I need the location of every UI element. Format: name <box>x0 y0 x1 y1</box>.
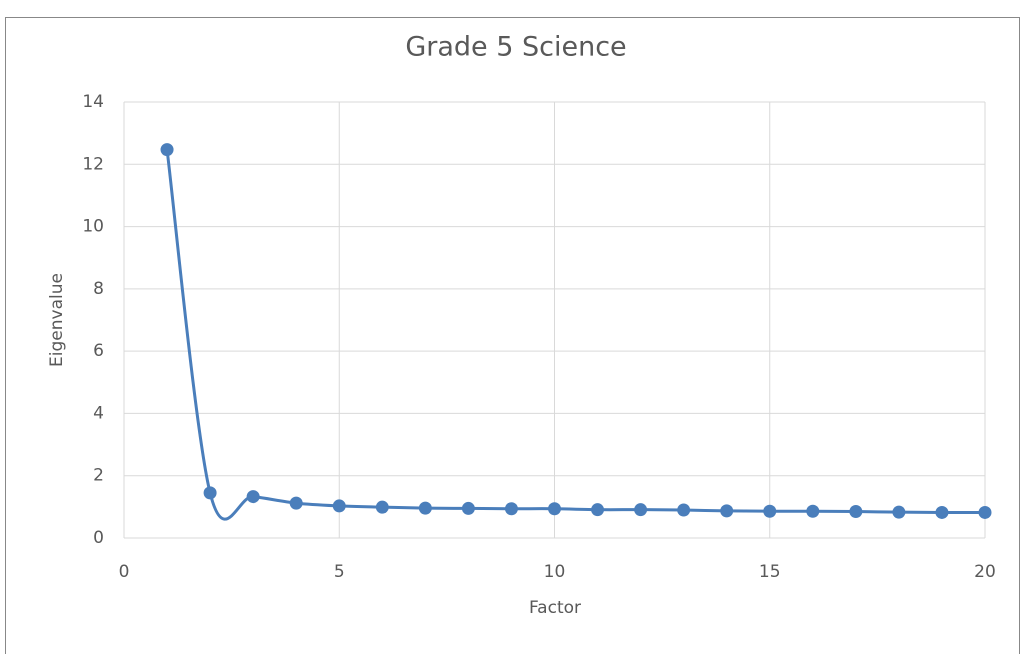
data-point <box>677 503 691 517</box>
data-point <box>591 503 605 517</box>
y-axis-label: Eigenvalue <box>47 273 67 367</box>
data-point <box>461 501 475 515</box>
data-point <box>160 143 174 157</box>
x-tick-label: 10 <box>544 562 566 582</box>
data-point <box>246 490 260 504</box>
data-point <box>978 505 992 519</box>
data-point <box>806 504 820 518</box>
data-point <box>375 500 389 514</box>
y-tick-label: 12 <box>82 154 104 174</box>
y-tick-label: 4 <box>93 403 104 423</box>
data-point <box>504 502 518 516</box>
data-point <box>763 504 777 518</box>
data-point <box>418 501 432 515</box>
data-point <box>720 504 734 518</box>
chart-border <box>5 17 1020 654</box>
data-point <box>289 496 303 510</box>
y-tick-label: 14 <box>82 92 104 112</box>
y-tick-label: 2 <box>93 466 104 486</box>
data-point <box>548 502 561 516</box>
data-point <box>892 505 906 519</box>
chart-title: Grade 5 Science <box>405 32 626 63</box>
x-tick-label: 15 <box>759 562 781 582</box>
y-tick-label: 6 <box>93 341 104 361</box>
x-tick-label: 5 <box>334 562 345 582</box>
y-tick-label: 0 <box>93 528 104 548</box>
data-point <box>849 505 863 519</box>
x-axis-label: Factor <box>529 598 581 618</box>
data-point <box>935 505 949 519</box>
data-point <box>203 486 217 500</box>
y-tick-label: 8 <box>93 279 104 299</box>
y-tick-label: 10 <box>82 217 104 237</box>
x-tick-label: 0 <box>119 562 130 582</box>
data-point <box>634 503 648 517</box>
data-point <box>332 499 346 513</box>
x-tick-label: 20 <box>974 562 996 582</box>
